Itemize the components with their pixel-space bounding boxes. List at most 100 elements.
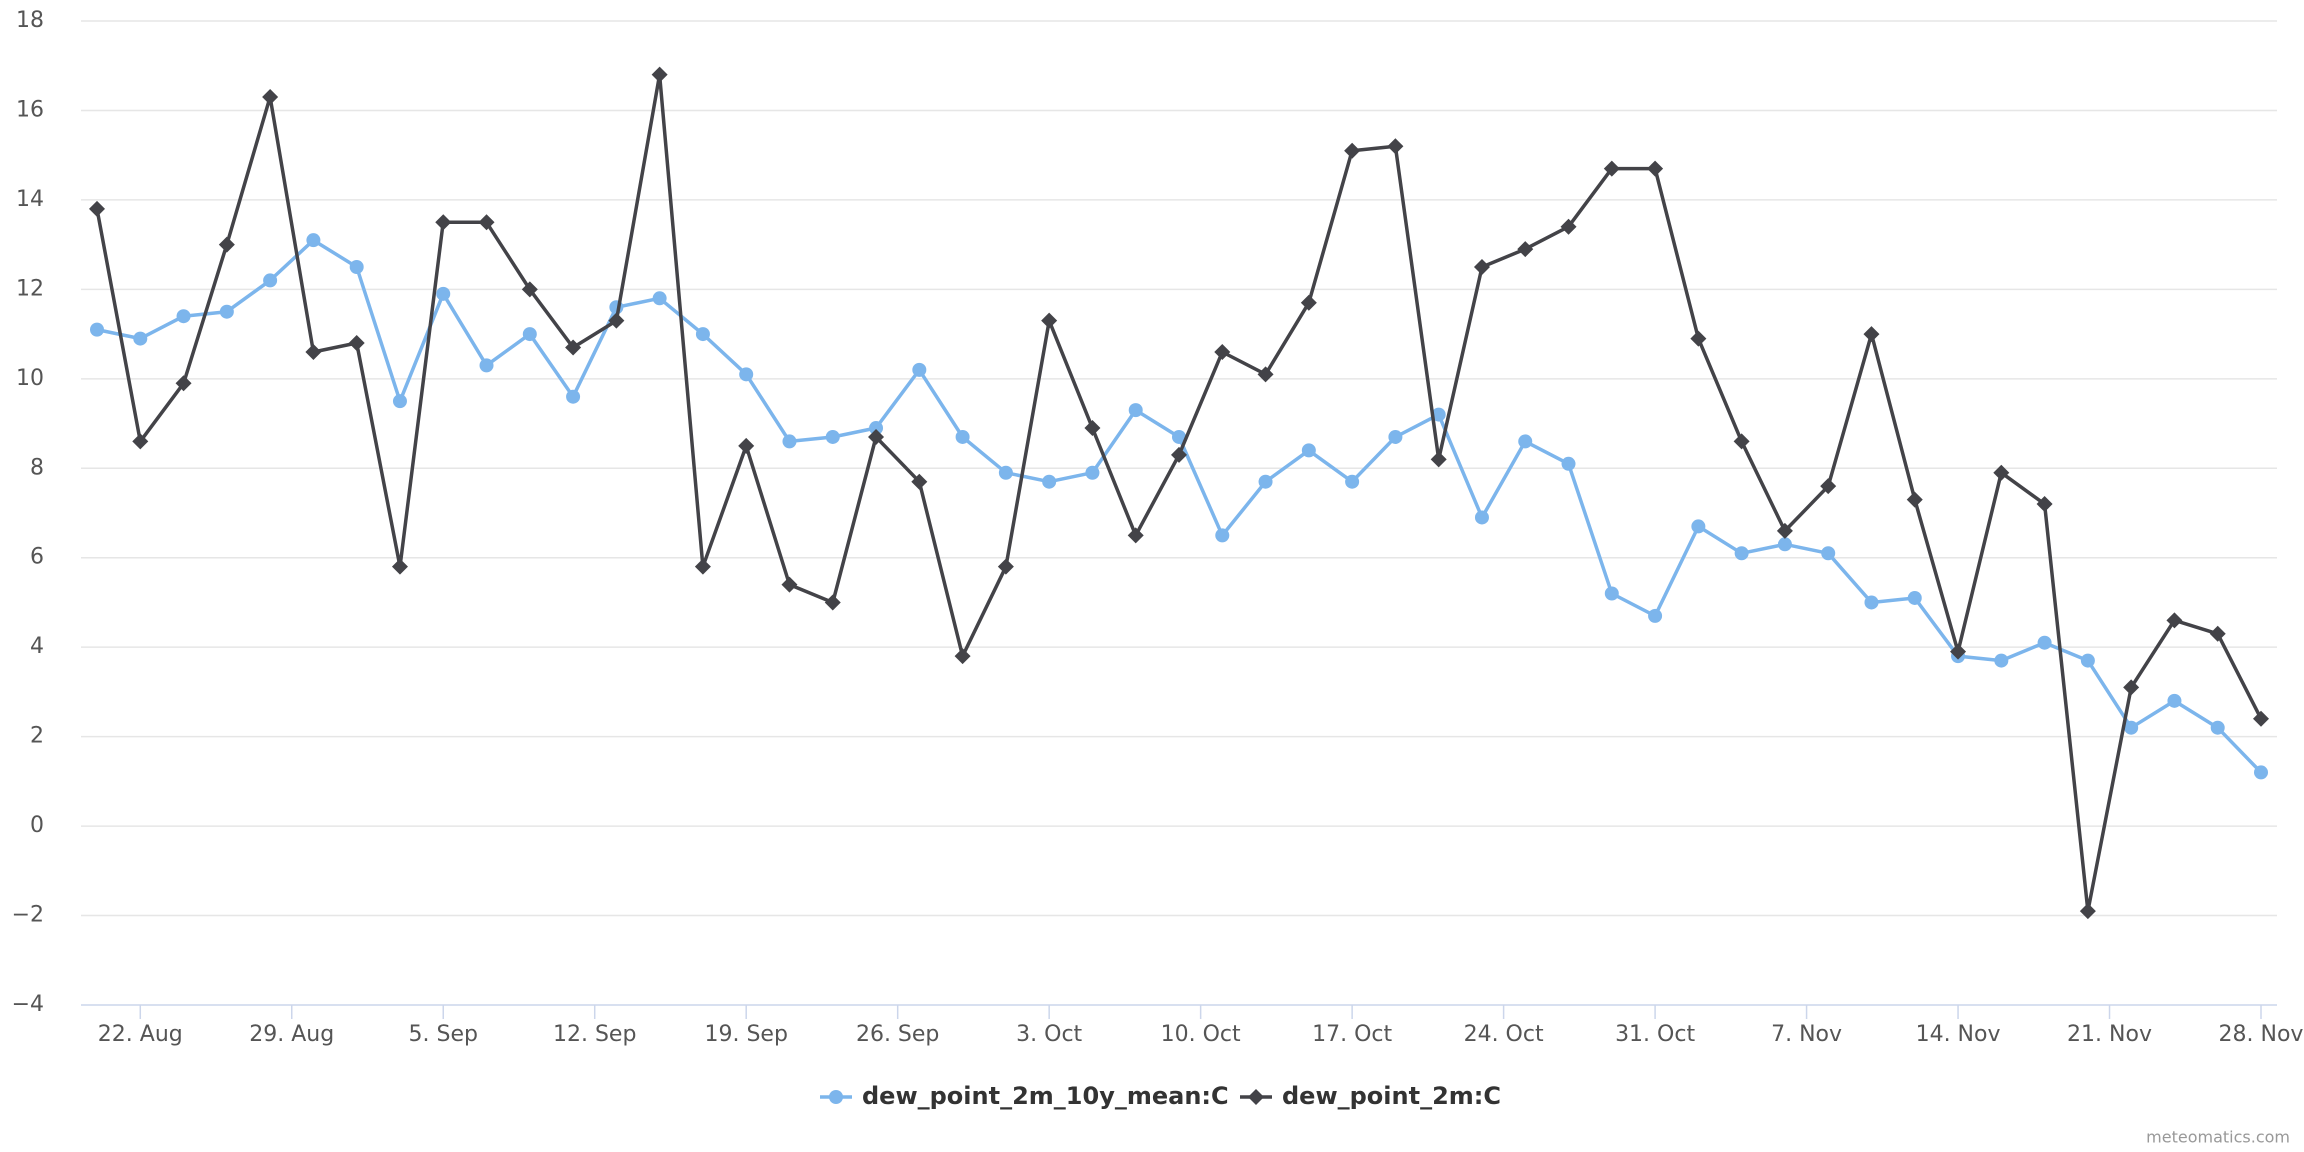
- marker: [1473, 259, 1490, 275]
- marker: [2124, 720, 2139, 735]
- marker: [1647, 160, 1664, 177]
- marker: [2037, 635, 2052, 650]
- x-tick-label: 7. Nov: [1771, 1022, 1842, 1047]
- x-tick-label: 19. Sep: [704, 1022, 787, 1047]
- marker: [175, 375, 192, 392]
- marker: [1215, 528, 1230, 543]
- marker: [479, 358, 494, 373]
- marker: [2080, 653, 2095, 668]
- marker: [1172, 429, 1186, 444]
- marker: [2253, 710, 2269, 727]
- marker: [349, 260, 364, 274]
- marker: [1906, 491, 1923, 508]
- marker: [1345, 474, 1360, 489]
- y-tick-label: 10: [16, 366, 44, 391]
- legend: dew_point_2m_10y_mean:C dew_point_2m:C: [820, 1082, 1501, 1110]
- marker: [391, 558, 408, 575]
- x-tick-label: 21. Nov: [2067, 1022, 2152, 1047]
- marker: [392, 394, 407, 409]
- marker: [608, 312, 625, 329]
- marker: [1431, 407, 1446, 422]
- marker: [1301, 443, 1316, 458]
- legend-item: dew_point_2m_10y_mean:C: [820, 1082, 1229, 1110]
- marker: [1993, 464, 2010, 481]
- x-tick-label: 10. Oct: [1161, 1022, 1241, 1047]
- credit: meteomatics.com: [2146, 1128, 2290, 1147]
- marker: [2254, 765, 2268, 780]
- marker: [1821, 546, 1836, 561]
- marker: [305, 343, 322, 360]
- marker: [825, 429, 840, 444]
- x-tick-label: 29. Aug: [249, 1022, 334, 1047]
- marker: [1085, 465, 1100, 480]
- marker: [435, 214, 452, 231]
- marker: [2210, 720, 2225, 735]
- marker: [1561, 456, 1576, 471]
- marker: [90, 322, 104, 337]
- x-tick-label: 12. Sep: [553, 1022, 636, 1047]
- marker: [739, 367, 754, 382]
- y-tick-label: 18: [16, 8, 44, 33]
- marker: [869, 421, 884, 436]
- marker: [219, 304, 234, 319]
- marker: [1344, 142, 1361, 159]
- marker: [1604, 586, 1619, 601]
- y-tick-label: 0: [30, 813, 44, 838]
- marker: [176, 309, 191, 324]
- marker: [521, 281, 538, 298]
- series-line: [96, 238, 2263, 774]
- marker: [1430, 451, 1447, 468]
- marker: [1474, 510, 1489, 525]
- marker: [1300, 294, 1317, 311]
- marker: [1733, 433, 1750, 450]
- y-tick-label: −2: [12, 903, 44, 928]
- x-tick-label: 31. Oct: [1615, 1022, 1695, 1047]
- x-tick-label: 22. Aug: [98, 1022, 183, 1047]
- marker: [1820, 478, 1837, 495]
- marker: [911, 473, 928, 490]
- x-tick-label: 24. Oct: [1464, 1022, 1544, 1047]
- marker: [565, 339, 582, 356]
- marker: [912, 362, 927, 377]
- y-tick-label: 6: [30, 545, 44, 570]
- marker: [997, 558, 1014, 575]
- marker: [89, 200, 105, 217]
- marker: [955, 429, 970, 444]
- marker: [1907, 590, 1922, 605]
- marker: [1258, 474, 1273, 489]
- marker: [263, 273, 278, 288]
- marker: [651, 66, 668, 83]
- marker: [1248, 1089, 1264, 1105]
- x-tick-label: 28. Nov: [2219, 1022, 2304, 1047]
- marker: [132, 433, 149, 450]
- marker: [1690, 330, 1707, 347]
- marker: [478, 214, 495, 231]
- marker: [218, 236, 235, 253]
- marker: [1518, 434, 1533, 449]
- x-tick-label: 3. Oct: [1016, 1022, 1082, 1047]
- y-tick-label: 2: [30, 724, 44, 749]
- marker: [1560, 218, 1577, 235]
- marker: [998, 465, 1013, 480]
- marker: [1128, 403, 1143, 418]
- marker: [348, 335, 365, 352]
- marker: [1041, 312, 1058, 329]
- marker: [2209, 625, 2226, 642]
- marker: [1994, 653, 2009, 668]
- marker: [262, 89, 279, 106]
- marker: [738, 437, 755, 454]
- y-tick-label: 12: [16, 276, 44, 301]
- y-tick-label: 16: [16, 97, 44, 122]
- y-tick-label: −4: [12, 992, 44, 1017]
- marker: [1084, 420, 1101, 437]
- marker: [824, 594, 841, 611]
- marker: [1171, 446, 1187, 463]
- legend-label: dew_point_2m_10y_mean:C: [862, 1082, 1229, 1110]
- marker: [522, 327, 537, 342]
- legend-label: dew_point_2m:C: [1282, 1082, 1501, 1110]
- marker: [1776, 522, 1793, 539]
- y-tick-label: 4: [30, 634, 44, 659]
- x-tick-label: 14. Nov: [1916, 1022, 2001, 1047]
- x-tick-label: 17. Oct: [1312, 1022, 1392, 1047]
- marker: [133, 331, 148, 346]
